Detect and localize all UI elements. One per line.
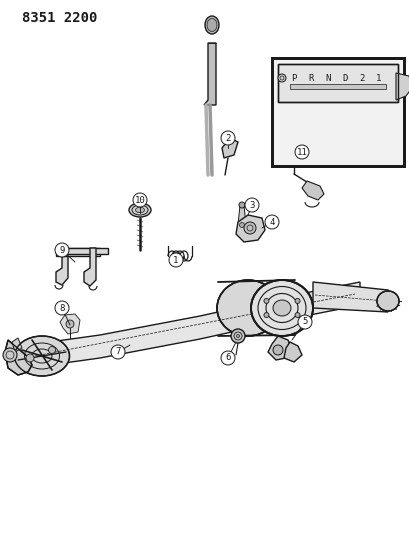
Ellipse shape <box>376 291 398 311</box>
Text: 2: 2 <box>225 133 230 142</box>
Text: 1: 1 <box>173 255 178 264</box>
Circle shape <box>230 329 245 343</box>
Text: 8: 8 <box>59 303 65 312</box>
Circle shape <box>263 298 268 303</box>
Polygon shape <box>267 336 291 360</box>
Circle shape <box>277 74 285 82</box>
Ellipse shape <box>250 280 312 336</box>
Circle shape <box>264 215 278 229</box>
Polygon shape <box>204 43 216 105</box>
Bar <box>277 64 397 102</box>
Bar <box>277 64 397 102</box>
Circle shape <box>245 198 258 212</box>
Bar <box>271 58 403 166</box>
Circle shape <box>111 345 125 359</box>
Text: 9: 9 <box>59 246 65 254</box>
Ellipse shape <box>216 280 278 336</box>
Text: 3: 3 <box>249 200 254 209</box>
Circle shape <box>238 202 245 208</box>
Text: P: P <box>291 74 296 83</box>
Text: 10: 10 <box>134 196 145 205</box>
Circle shape <box>48 346 55 353</box>
Polygon shape <box>236 215 264 242</box>
Ellipse shape <box>14 336 70 376</box>
Bar <box>289 84 385 89</box>
Polygon shape <box>56 248 68 285</box>
Circle shape <box>294 298 299 303</box>
Polygon shape <box>12 338 22 352</box>
Circle shape <box>3 348 17 362</box>
Ellipse shape <box>272 300 290 316</box>
Circle shape <box>55 301 69 315</box>
Text: 1: 1 <box>375 74 381 83</box>
Polygon shape <box>60 314 80 334</box>
Text: N: N <box>324 74 330 83</box>
Circle shape <box>169 253 182 267</box>
Circle shape <box>297 315 311 329</box>
Ellipse shape <box>129 203 151 217</box>
Text: 4: 4 <box>269 217 274 227</box>
Ellipse shape <box>204 16 218 34</box>
Circle shape <box>220 351 234 365</box>
Circle shape <box>66 320 74 328</box>
Bar <box>271 58 403 166</box>
Circle shape <box>239 222 244 228</box>
Polygon shape <box>283 342 301 362</box>
Text: 5: 5 <box>301 318 307 327</box>
Polygon shape <box>84 248 96 286</box>
Polygon shape <box>395 73 409 100</box>
Polygon shape <box>237 205 245 225</box>
Text: R: R <box>308 74 313 83</box>
Circle shape <box>294 145 308 159</box>
Polygon shape <box>221 138 237 158</box>
Text: D: D <box>342 74 347 83</box>
Text: 8351 2200: 8351 2200 <box>22 11 97 25</box>
Circle shape <box>55 243 69 257</box>
Circle shape <box>294 312 299 318</box>
Polygon shape <box>301 181 323 200</box>
Polygon shape <box>62 248 108 254</box>
Ellipse shape <box>207 19 216 31</box>
Polygon shape <box>28 282 359 368</box>
Text: 7: 7 <box>115 348 120 357</box>
Circle shape <box>133 193 147 207</box>
Text: 2: 2 <box>358 74 364 83</box>
Circle shape <box>272 345 282 355</box>
Circle shape <box>26 354 34 362</box>
Circle shape <box>263 312 268 318</box>
Polygon shape <box>56 248 100 256</box>
Text: 6: 6 <box>225 353 230 362</box>
Circle shape <box>243 222 255 234</box>
Circle shape <box>236 335 239 337</box>
Polygon shape <box>312 282 387 312</box>
Polygon shape <box>5 340 32 375</box>
Ellipse shape <box>135 207 144 213</box>
Circle shape <box>220 131 234 145</box>
Text: 11: 11 <box>296 148 307 157</box>
